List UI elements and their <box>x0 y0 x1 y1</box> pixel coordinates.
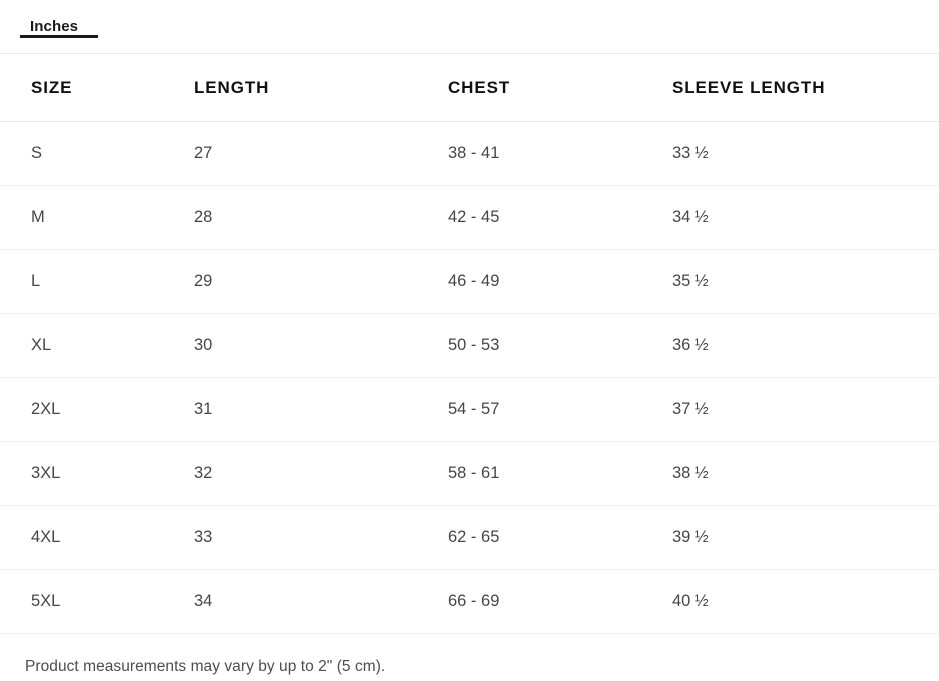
cell-sleeve: 38 ½ <box>672 441 939 506</box>
table-row: 4XL 33 62 - 65 39 ½ <box>0 505 939 570</box>
cell-size: 3XL <box>0 441 194 506</box>
cell-size: 4XL <box>0 505 194 570</box>
cell-length: 33 <box>194 505 448 570</box>
table-header: SIZE LENGTH CHEST SLEEVE LENGTH <box>0 54 939 122</box>
cell-size: 5XL <box>0 569 194 634</box>
cell-sleeve: 34 ½ <box>672 185 939 250</box>
cell-chest: 46 - 49 <box>448 249 672 314</box>
cell-sleeve: 40 ½ <box>672 569 939 634</box>
cell-sleeve: 37 ½ <box>672 377 939 442</box>
cell-sleeve: 39 ½ <box>672 505 939 570</box>
cell-chest: 38 - 41 <box>448 121 672 186</box>
table-header-row: SIZE LENGTH CHEST SLEEVE LENGTH <box>0 54 939 122</box>
table-row: M 28 42 - 45 34 ½ <box>0 185 939 250</box>
cell-sleeve: 35 ½ <box>672 249 939 314</box>
cell-size: M <box>0 185 194 250</box>
cell-length: 34 <box>194 569 448 634</box>
table-row: 2XL 31 54 - 57 37 ½ <box>0 377 939 442</box>
tab-inches[interactable]: Inches <box>19 0 99 38</box>
table-row: S 27 38 - 41 33 ½ <box>0 121 939 186</box>
column-header-sleeve-length: SLEEVE LENGTH <box>672 54 939 122</box>
cell-length: 27 <box>194 121 448 186</box>
cell-sleeve: 36 ½ <box>672 313 939 378</box>
cell-length: 30 <box>194 313 448 378</box>
table-row: L 29 46 - 49 35 ½ <box>0 249 939 314</box>
cell-length: 31 <box>194 377 448 442</box>
column-header-length: LENGTH <box>194 54 448 122</box>
table-row: 5XL 34 66 - 69 40 ½ <box>0 569 939 634</box>
table-body: S 27 38 - 41 33 ½ M 28 42 - 45 34 ½ L 29… <box>0 121 939 634</box>
cell-chest: 66 - 69 <box>448 569 672 634</box>
cell-size: XL <box>0 313 194 378</box>
size-chart-table: SIZE LENGTH CHEST SLEEVE LENGTH S 27 38 … <box>0 54 939 634</box>
cell-sleeve: 33 ½ <box>672 121 939 186</box>
unit-tab-strip: Inches <box>0 0 939 54</box>
cell-size: S <box>0 121 194 186</box>
cell-chest: 54 - 57 <box>448 377 672 442</box>
cell-size: L <box>0 249 194 314</box>
table-row: XL 30 50 - 53 36 ½ <box>0 313 939 378</box>
measurement-disclaimer: Product measurements may vary by up to 2… <box>25 658 386 675</box>
cell-chest: 58 - 61 <box>448 441 672 506</box>
cell-length: 28 <box>194 185 448 250</box>
cell-chest: 42 - 45 <box>448 185 672 250</box>
column-header-chest: CHEST <box>448 54 672 122</box>
table-row: 3XL 32 58 - 61 38 ½ <box>0 441 939 506</box>
cell-chest: 50 - 53 <box>448 313 672 378</box>
cell-chest: 62 - 65 <box>448 505 672 570</box>
cell-length: 32 <box>194 441 448 506</box>
column-header-size: SIZE <box>0 54 194 122</box>
cell-length: 29 <box>194 249 448 314</box>
cell-size: 2XL <box>0 377 194 442</box>
